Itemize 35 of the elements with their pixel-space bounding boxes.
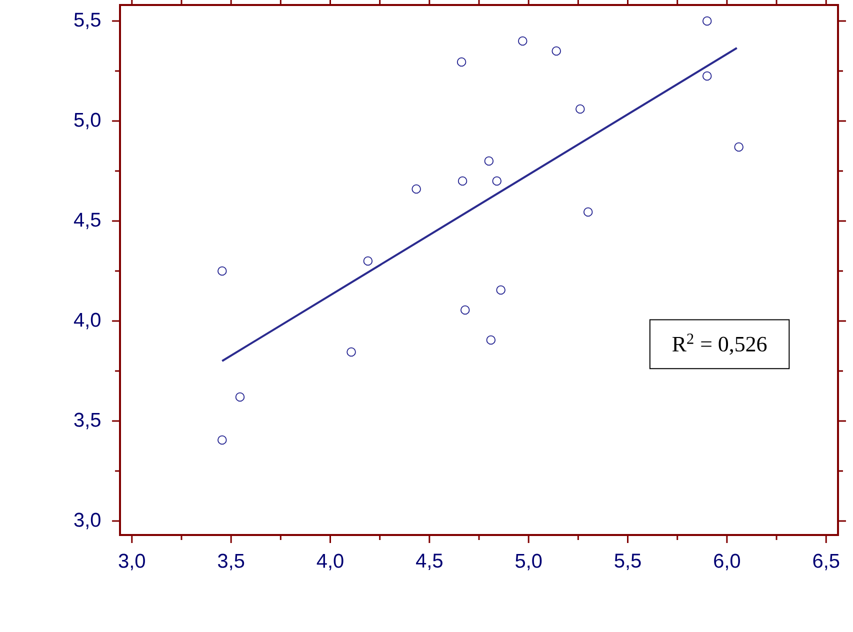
point xyxy=(460,305,470,315)
y-tick-label: 3,0 xyxy=(74,512,100,530)
point xyxy=(492,176,502,186)
x-tick-label: 6,0 xyxy=(714,554,740,570)
point xyxy=(218,266,227,276)
y-tick-label: 4,0 xyxy=(74,312,100,330)
point xyxy=(456,57,466,67)
point xyxy=(702,71,712,81)
point xyxy=(552,46,561,56)
point xyxy=(576,104,585,114)
x-tick-label: 6,5 xyxy=(813,554,840,570)
point xyxy=(518,36,528,46)
point xyxy=(412,184,421,194)
point xyxy=(702,16,712,26)
x-tick-label: 5,0 xyxy=(516,554,542,570)
point xyxy=(346,347,356,357)
y-tick-label: 5,5 xyxy=(74,12,100,30)
y-tick-label: 3,5 xyxy=(74,412,100,430)
point xyxy=(486,335,496,345)
point xyxy=(496,285,506,295)
y-tick-label: 5,0 xyxy=(74,112,100,130)
point xyxy=(734,142,744,152)
point xyxy=(235,392,245,402)
point xyxy=(363,256,373,266)
point xyxy=(484,156,494,166)
point xyxy=(583,207,593,217)
point xyxy=(218,435,227,445)
x-tick-label: 3,0 xyxy=(118,554,145,570)
x-tick-label: 4,0 xyxy=(316,554,344,570)
x-tick-label: 4,5 xyxy=(416,554,442,570)
point xyxy=(458,176,468,186)
x-tick-label: 5,5 xyxy=(614,554,641,570)
y-tick-label: 4,5 xyxy=(74,212,100,230)
x-tick-label: 3,5 xyxy=(218,554,244,570)
annotation: R$^{2}$ = 0,526 xyxy=(672,334,767,355)
